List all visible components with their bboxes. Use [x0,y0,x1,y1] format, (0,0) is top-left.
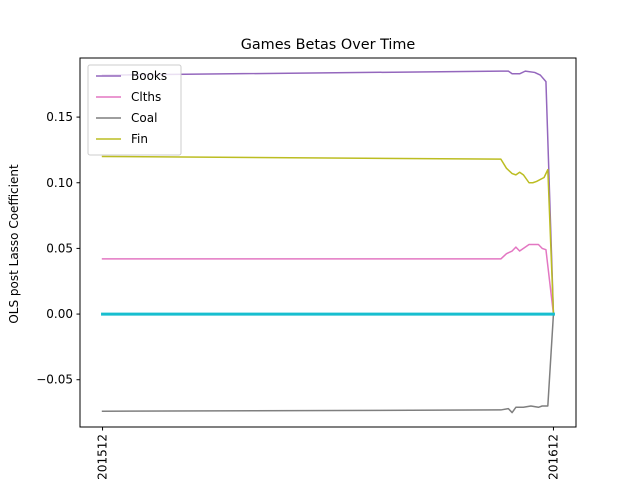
y-axis-label: OLS post Lasso Coefficient [7,164,21,324]
legend-label-clths: Clths [131,90,161,104]
series-line-books [101,70,555,315]
ticks: −0.05 0.00 0.05 0.10 0.15 201512 201612 [36,110,560,480]
legend-label-books: Books [131,69,167,83]
y-tick-label: −0.05 [36,373,73,387]
y-tick-label: 0.10 [46,176,73,190]
y-tick-label: 0.05 [46,241,73,255]
y-tick-label: 0.00 [46,307,73,321]
legend-box [87,64,182,156]
legend: Books Clths Coal Fin [87,64,182,156]
legend-label-coal: Coal [131,111,157,125]
series-line-fin [101,155,555,315]
plot-lines [101,70,555,414]
y-tick-label: 0.15 [46,110,73,124]
axes [79,57,577,428]
x-tick-label: 201512 [96,434,110,480]
series-line-clths [101,243,555,315]
series-line-coal [101,313,555,414]
chart-title: Games Betas Over Time [241,37,416,53]
legend-label-fin: Fin [131,132,148,146]
plot-frame [79,57,577,428]
x-tick-label: 201612 [546,434,560,480]
